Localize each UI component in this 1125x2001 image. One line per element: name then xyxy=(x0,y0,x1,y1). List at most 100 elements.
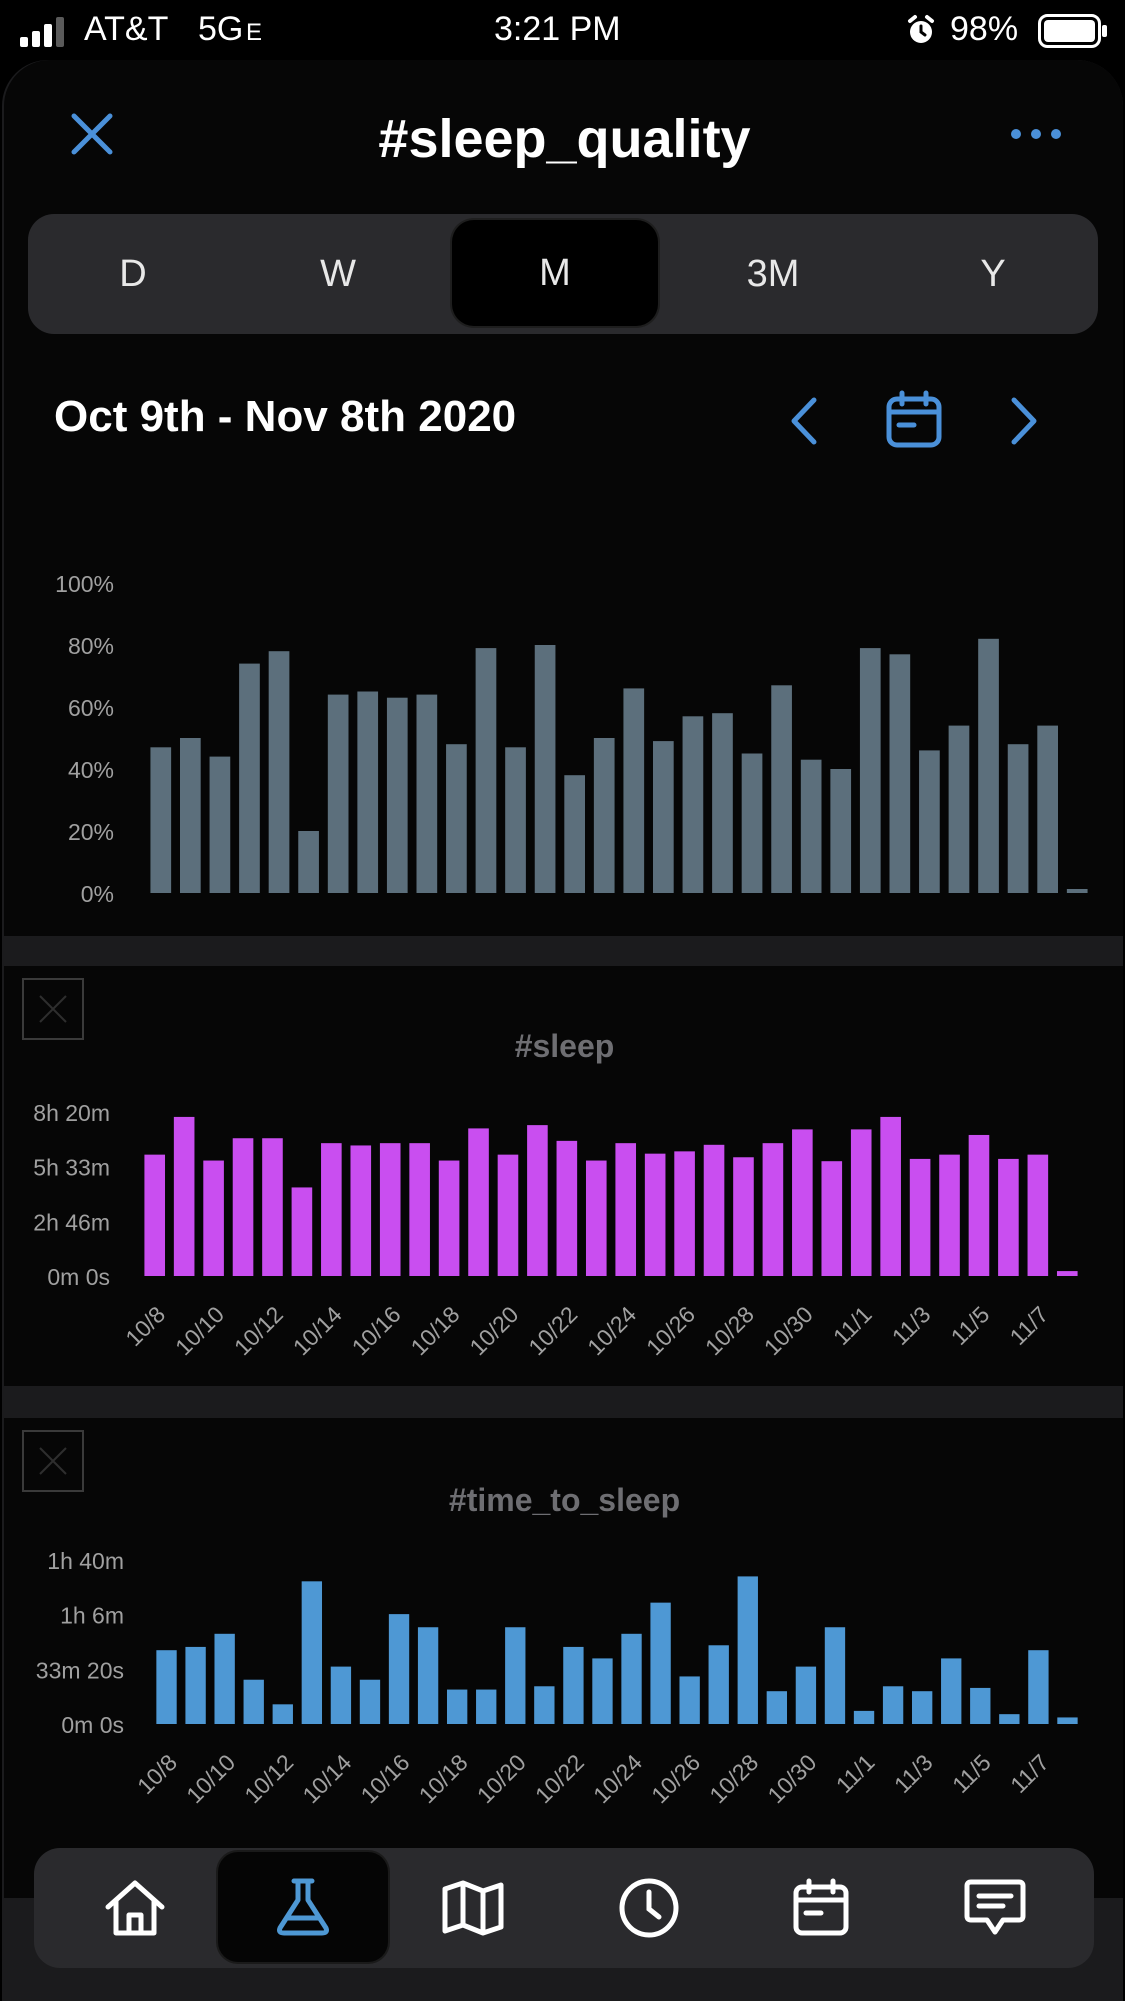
sleep-bar[interactable] xyxy=(674,1151,695,1276)
quality-bar[interactable] xyxy=(386,697,408,893)
sleep-bar[interactable] xyxy=(615,1143,637,1276)
quality-bar[interactable] xyxy=(357,691,379,894)
sleep-bar[interactable] xyxy=(968,1134,990,1276)
quality-bar[interactable] xyxy=(919,750,940,893)
tts-bar[interactable] xyxy=(650,1602,671,1724)
tab-map[interactable] xyxy=(398,1848,548,1968)
quality-bar[interactable] xyxy=(771,685,792,893)
sleep-bar[interactable] xyxy=(939,1154,960,1276)
tts-bar[interactable] xyxy=(882,1686,904,1724)
tts-bar[interactable] xyxy=(272,1704,293,1724)
tts-bar[interactable] xyxy=(446,1689,468,1724)
quality-bar[interactable] xyxy=(268,651,290,893)
quality-bar[interactable] xyxy=(505,747,526,893)
sleep-bar[interactable] xyxy=(173,1116,195,1276)
quality-bar[interactable] xyxy=(534,645,556,893)
quality-bar[interactable] xyxy=(948,725,970,893)
sleep-bar[interactable] xyxy=(880,1116,901,1276)
tab-history[interactable] xyxy=(574,1848,724,1968)
quality-bar[interactable] xyxy=(239,663,260,893)
sleep-bar[interactable] xyxy=(321,1143,342,1276)
quality-bar[interactable] xyxy=(889,654,911,893)
quality-bar[interactable] xyxy=(179,738,201,893)
tts-bar[interactable] xyxy=(301,1581,323,1724)
tts-bar[interactable] xyxy=(417,1627,439,1724)
sleep-bar[interactable] xyxy=(909,1158,931,1276)
tab-calendar[interactable] xyxy=(746,1848,896,1968)
sleep-bar[interactable] xyxy=(1027,1154,1049,1276)
quality-bar[interactable] xyxy=(830,769,852,893)
sleep-bar[interactable] xyxy=(644,1153,666,1276)
sleep-bar[interactable] xyxy=(527,1125,548,1276)
segment-3month[interactable]: 3M xyxy=(746,253,800,295)
tts-bar[interactable] xyxy=(563,1646,584,1724)
tts-bar[interactable] xyxy=(911,1691,933,1724)
quality-bar[interactable] xyxy=(978,638,999,893)
sleep-bar[interactable] xyxy=(438,1160,460,1276)
quality-bar[interactable] xyxy=(800,759,822,893)
sleep-bar[interactable] xyxy=(291,1187,313,1276)
tts-bar[interactable] xyxy=(505,1627,526,1724)
sleep-bar[interactable] xyxy=(350,1145,372,1276)
tts-bar[interactable] xyxy=(766,1691,788,1724)
tts-bar[interactable] xyxy=(621,1633,642,1724)
tts-bar[interactable] xyxy=(388,1614,410,1724)
tts-bar[interactable] xyxy=(243,1679,264,1724)
quality-bar[interactable] xyxy=(712,713,733,893)
sleep-bar[interactable] xyxy=(792,1129,813,1276)
sleep-bar[interactable] xyxy=(703,1144,725,1276)
quality-bar[interactable] xyxy=(1037,725,1059,893)
quality-bar[interactable] xyxy=(1007,744,1029,893)
tts-bar[interactable] xyxy=(156,1650,177,1724)
tts-bar[interactable] xyxy=(970,1687,991,1724)
tts-bar[interactable] xyxy=(534,1686,555,1724)
tts-bar[interactable] xyxy=(185,1646,206,1724)
sleep-bar[interactable] xyxy=(379,1143,401,1276)
more-options-icon[interactable] xyxy=(1008,126,1064,142)
tts-bar[interactable] xyxy=(795,1666,817,1724)
quality-bar[interactable] xyxy=(446,744,467,893)
sleep-bar[interactable] xyxy=(468,1128,489,1276)
sleep-bar[interactable] xyxy=(262,1138,283,1276)
quality-bar[interactable] xyxy=(652,741,674,893)
quality-bar[interactable] xyxy=(416,694,438,893)
quality-bar[interactable] xyxy=(298,831,319,893)
tab-experiments[interactable] xyxy=(218,1852,388,1962)
tts-bar[interactable] xyxy=(941,1658,962,1724)
quality-bar[interactable] xyxy=(1066,889,1088,893)
quality-bar[interactable] xyxy=(209,756,231,893)
tts-bar[interactable] xyxy=(1028,1650,1049,1724)
sleep-bar[interactable] xyxy=(585,1160,607,1276)
tts-bar[interactable] xyxy=(359,1679,381,1724)
sleep-bar[interactable] xyxy=(998,1158,1019,1276)
sleep-bar[interactable] xyxy=(409,1143,430,1276)
quality-bar[interactable] xyxy=(593,738,615,893)
tts-bar[interactable] xyxy=(999,1714,1020,1724)
tts-bar[interactable] xyxy=(679,1676,700,1724)
tts-bar[interactable] xyxy=(1057,1717,1078,1724)
sleep-bar[interactable] xyxy=(203,1160,224,1276)
tts-bar[interactable] xyxy=(708,1645,729,1724)
quality-bar[interactable] xyxy=(564,775,586,893)
segment-day[interactable]: D xyxy=(119,253,147,295)
tab-messages[interactable] xyxy=(920,1848,1070,1968)
chevron-left-icon[interactable] xyxy=(786,396,822,446)
tts-bar[interactable] xyxy=(737,1576,758,1724)
sleep-bar[interactable] xyxy=(821,1161,843,1276)
sleep-bar[interactable] xyxy=(556,1140,578,1276)
segment-month[interactable]: M xyxy=(452,220,658,326)
sleep-bar[interactable] xyxy=(733,1157,754,1276)
close-icon[interactable] xyxy=(68,110,116,158)
tts-bar[interactable] xyxy=(853,1710,875,1724)
quality-bar[interactable] xyxy=(741,753,763,894)
sleep-bar[interactable] xyxy=(144,1154,166,1276)
quality-bar[interactable] xyxy=(150,747,172,893)
sleep-bar[interactable] xyxy=(850,1129,872,1276)
sleep-bar[interactable] xyxy=(497,1154,519,1276)
quality-bar[interactable] xyxy=(859,648,881,893)
quality-bar[interactable] xyxy=(623,688,645,893)
sleep-bar[interactable] xyxy=(232,1138,254,1276)
tts-bar[interactable] xyxy=(476,1689,497,1724)
quality-bar[interactable] xyxy=(327,694,349,893)
sleep-bar[interactable] xyxy=(762,1143,784,1276)
